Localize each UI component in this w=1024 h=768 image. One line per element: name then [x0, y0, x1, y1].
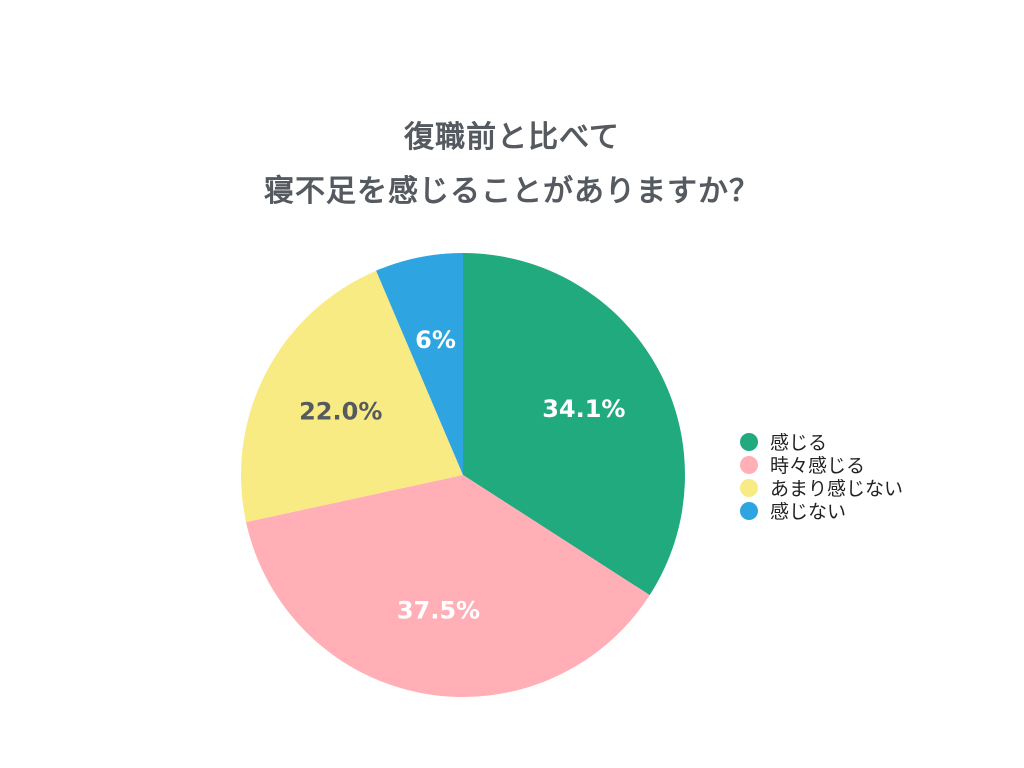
- pie-slice-4: [376, 253, 463, 475]
- legend-item-4: 感じない: [740, 499, 903, 523]
- legend-item-1: 感じる: [740, 430, 903, 454]
- legend-color-dot: [740, 501, 758, 520]
- chart-title-line-2: 寝不足を感じることがありますか？: [264, 174, 760, 209]
- legend-label: 感じない: [770, 501, 847, 523]
- legend-label: 感じる: [770, 432, 828, 454]
- pie-slice-3: [241, 270, 463, 523]
- pie-slice-label-3: 22.0%: [299, 398, 382, 426]
- legend-label: あまり感じない: [770, 478, 904, 500]
- pie-slices: [241, 253, 685, 697]
- legend-color-dot: [740, 478, 758, 497]
- chart-legend: 感じる 時々感じる あまり感じない 感じない: [740, 430, 904, 523]
- pie-slice-label-2: 37.5%: [397, 596, 480, 624]
- chart-title-line-1: 復職前と比べて: [404, 120, 620, 155]
- pie-slice-1: [463, 253, 685, 596]
- legend-label: 時々感じる: [770, 455, 866, 477]
- legend-color-dot: [740, 455, 758, 474]
- legend-item-3: あまり感じない: [740, 476, 904, 500]
- legend-item-2: 時々感じる: [740, 453, 903, 477]
- pie-labels: 34.1% 37.5% 22.0% 6%: [299, 326, 625, 624]
- pie-slice-2: [246, 475, 650, 697]
- legend-color-dot: [740, 432, 758, 451]
- pie-slice-label-4: 6%: [415, 326, 456, 354]
- pie-slice-label-1: 34.1%: [542, 395, 625, 423]
